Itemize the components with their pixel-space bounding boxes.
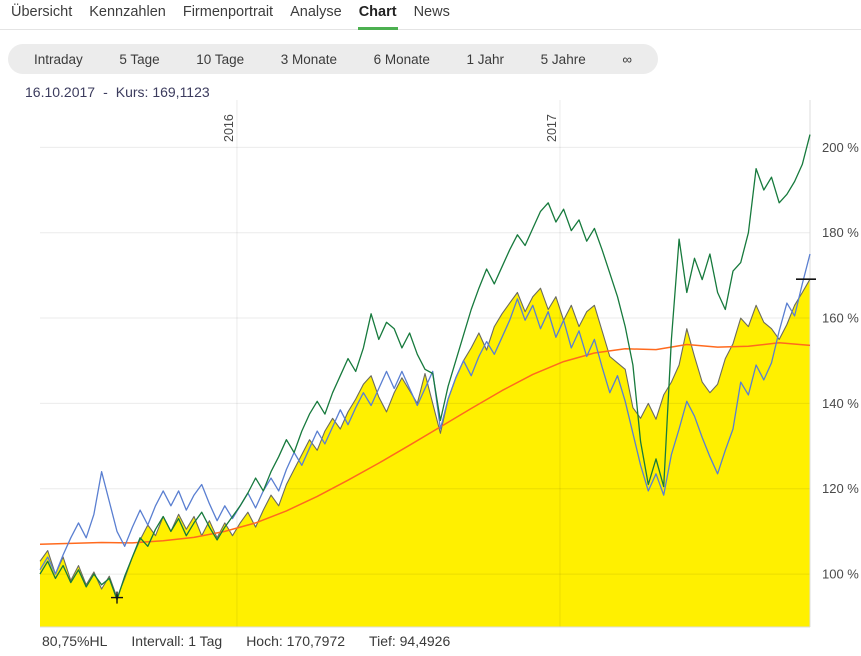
nav-item-kennzahlen[interactable]: Kennzahlen bbox=[89, 3, 166, 20]
svg-text:140 %: 140 % bbox=[822, 396, 859, 411]
svg-text:100 %: 100 % bbox=[822, 567, 859, 582]
status-low: Tief: 94,4926 bbox=[369, 633, 451, 649]
cursor-date: 16.10.2017 bbox=[25, 84, 96, 100]
cursor-separator: - bbox=[103, 84, 108, 100]
range-max-infinity[interactable]: ∞ bbox=[622, 51, 632, 67]
price-chart-svg[interactable]: 100 % 120 % 140 % 160 % 180 % 200 % 2016 2017 bbox=[0, 100, 861, 629]
time-range-bar: Intraday 5 Tage 10 Tage 3 Monate 6 Monat… bbox=[8, 44, 658, 74]
range-1-jahr[interactable]: 1 Jahr bbox=[466, 51, 505, 67]
range-6-monate[interactable]: 6 Monate bbox=[373, 51, 430, 67]
range-5-tage[interactable]: 5 Tage bbox=[119, 51, 160, 67]
status-hl-percent: 80,75%HL bbox=[42, 633, 108, 649]
main-nav: Übersicht Kennzahlen Firmenportrait Anal… bbox=[0, 0, 861, 30]
cursor-info-line: 16.10.2017 - Kurs: 169,1123 bbox=[25, 84, 210, 100]
range-5-jahre[interactable]: 5 Jahre bbox=[540, 51, 586, 67]
range-3-monate[interactable]: 3 Monate bbox=[280, 51, 338, 67]
svg-text:120 %: 120 % bbox=[822, 481, 859, 496]
status-interval: Intervall: 1 Tag bbox=[131, 633, 223, 649]
nav-item-analyse[interactable]: Analyse bbox=[290, 3, 342, 20]
nav-item-news[interactable]: News bbox=[413, 3, 450, 20]
status-high: Hoch: 170,7972 bbox=[246, 633, 346, 649]
nav-item-uebersicht[interactable]: Übersicht bbox=[11, 3, 73, 20]
cursor-kurs: Kurs: 169,1123 bbox=[115, 84, 210, 100]
nav-item-chart[interactable]: Chart bbox=[357, 4, 398, 30]
nav-item-firmenportrait[interactable]: Firmenportrait bbox=[182, 3, 274, 20]
svg-text:2017: 2017 bbox=[545, 114, 559, 142]
range-10-tage[interactable]: 10 Tage bbox=[196, 51, 245, 67]
price-chart-area[interactable]: 100 % 120 % 140 % 160 % 180 % 200 % 2016 2017 bbox=[0, 100, 861, 629]
chart-status-bar: 80,75%HL Intervall: 1 Tag Hoch: 170,7972… bbox=[42, 633, 450, 649]
range-intraday[interactable]: Intraday bbox=[34, 51, 83, 67]
svg-text:2016: 2016 bbox=[222, 114, 236, 142]
svg-text:160 %: 160 % bbox=[822, 311, 859, 326]
svg-text:200 %: 200 % bbox=[822, 140, 859, 155]
svg-text:180 %: 180 % bbox=[822, 225, 859, 240]
